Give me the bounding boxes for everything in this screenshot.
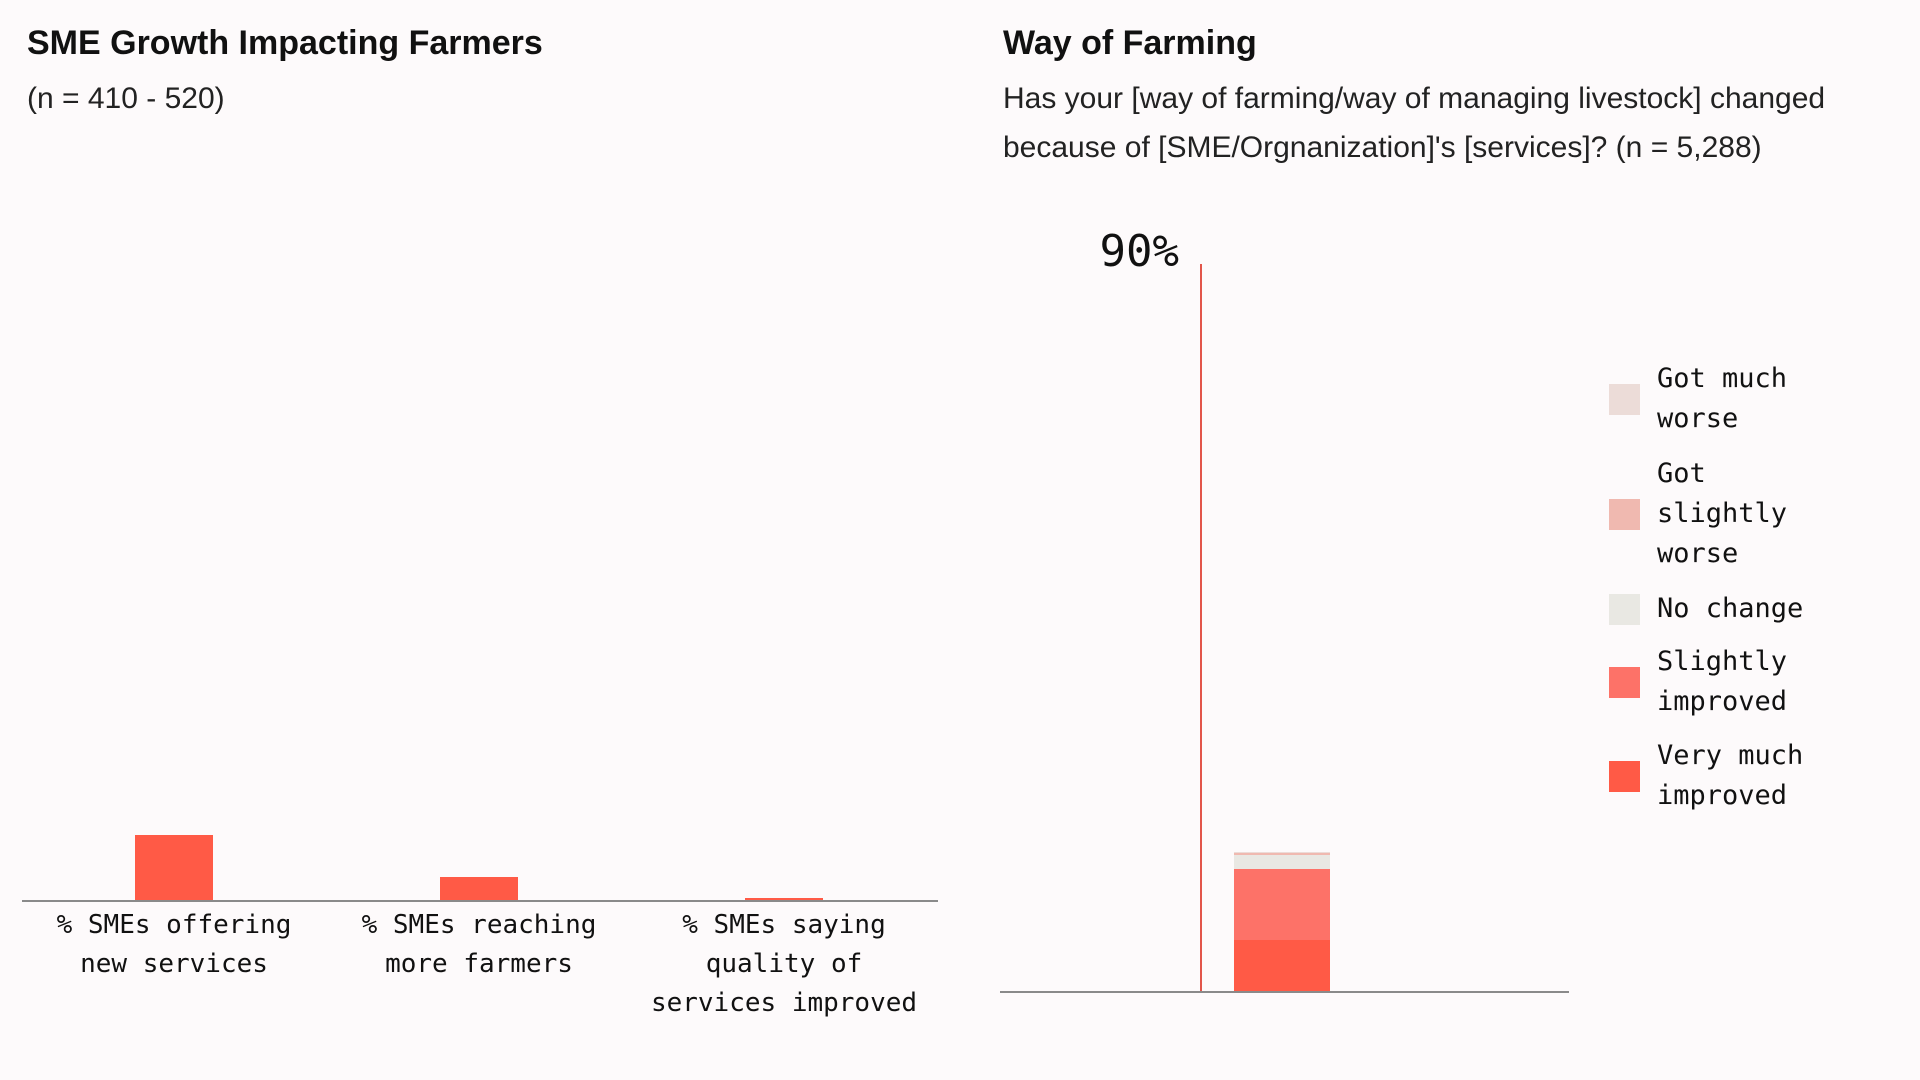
right-x-axis (1000, 991, 1569, 993)
left-chart-title: SME Growth Impacting Farmers (27, 24, 543, 62)
legend-item: Got slightly worse (1609, 454, 1899, 574)
stack-segment-0 (1234, 939, 1330, 991)
stack-segment-2 (1234, 854, 1330, 869)
x-tick-label: % SMEs reaching more farmers (361, 910, 597, 979)
left-x-axis (22, 900, 938, 902)
legend-swatch (1609, 593, 1640, 625)
legend-label: Slightly improved (1657, 646, 1788, 717)
reference-line-90 (1200, 264, 1202, 991)
x-tick-label: % SMEs offering new services (56, 910, 292, 979)
legend-label: Got slightly worse (1657, 458, 1788, 569)
legend-item: Slightly improved (1609, 642, 1899, 722)
legend-swatch (1609, 666, 1640, 698)
legend-item: Very much improved (1609, 736, 1899, 816)
right-chart-title: Way of Farming (1003, 24, 1257, 62)
bar-2 (745, 897, 823, 900)
legend-swatch (1609, 383, 1640, 415)
right-chart-subtitle-line2: because of [SME/Orgnanization]'s [servic… (1003, 131, 1762, 164)
stack-segment-3 (1234, 853, 1330, 855)
reference-label: 90% (1099, 226, 1179, 277)
legend-swatch (1609, 498, 1640, 530)
legend-swatch (1609, 760, 1640, 792)
legend-label: No change (1657, 593, 1804, 624)
stack-segment-4 (1234, 852, 1330, 854)
legend-label: Got much worse (1657, 363, 1788, 434)
legend-item: Got much worse (1609, 359, 1899, 439)
legend-item: No change (1609, 589, 1899, 629)
bar-1 (440, 876, 518, 900)
bar-0 (135, 835, 213, 900)
legend-label: Very much improved (1657, 740, 1804, 811)
left-chart-subtitle: (n = 410 - 520) (27, 82, 225, 115)
stack-segment-1 (1234, 868, 1330, 940)
x-tick-label: % SMEs saying quality of services improv… (650, 910, 918, 1018)
right-chart-subtitle-line1: Has your [way of farming/way of managing… (1003, 82, 1826, 115)
